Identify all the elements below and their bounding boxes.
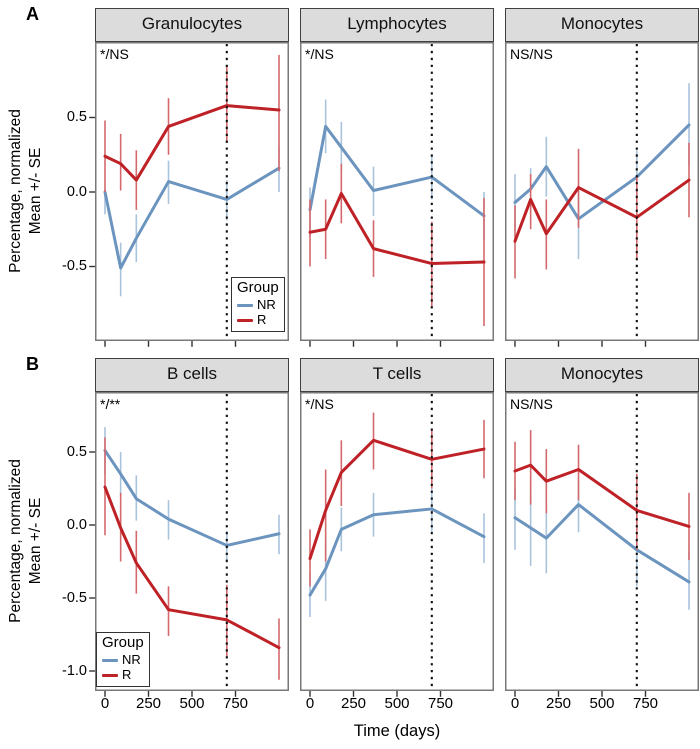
legend-entry-label: R (122, 667, 132, 682)
legend-title: Group (102, 634, 144, 651)
y-tick-label: 0.5 (66, 109, 87, 125)
series-r-t-cells-b (308, 412, 486, 587)
panel-strip-monocytes-b: Monocytes (505, 358, 699, 392)
series-nr-monocytes-b (513, 479, 691, 610)
x-tick-label: 500 (589, 695, 615, 712)
panel-border (300, 42, 494, 341)
x-tick-label: 500 (384, 695, 410, 712)
y-tick-label: 0.0 (66, 183, 87, 200)
panel-strip-t-cells-b: T cells (300, 358, 494, 392)
y-tick-label: -0.5 (62, 589, 87, 606)
x-tick-label: 0 (100, 695, 110, 712)
significance-annotation-monocytes-a: NS/NS (510, 46, 553, 62)
x-tick-label: 0 (305, 695, 315, 712)
panel-border (505, 392, 699, 691)
panel-strip-b-cells-b: B cells (95, 358, 289, 392)
plot-area-t-cells-b (300, 392, 494, 697)
mean-line-r (513, 178, 691, 243)
legend-key-icon (102, 673, 118, 678)
mean-line-r (513, 463, 691, 528)
panel-strip-lymphocytes-a: Lymphocytes (300, 8, 494, 42)
series-nr-lymphocytes-a (308, 99, 486, 240)
x-tick-label: 750 (632, 695, 659, 712)
legend-box-b-cells-b: Group NR R (96, 632, 150, 687)
x-axis-label: Time (days) (353, 722, 441, 740)
legend-entry-r: R (102, 667, 144, 682)
legend-entry-r: R (237, 312, 279, 327)
x-tick-label: 250 (340, 695, 367, 712)
legend-title: Group (237, 279, 279, 296)
plot-area-lymphocytes-a (300, 42, 494, 347)
y-tick-label: 0.5 (66, 443, 87, 460)
panel-border (95, 42, 289, 341)
mean-line-r (308, 438, 486, 561)
panel-border (505, 42, 699, 341)
mean-line-nr (513, 503, 691, 584)
significance-annotation-monocytes-b: NS/NS (510, 396, 553, 412)
significance-annotation-granulocytes-a: */NS (100, 46, 129, 62)
plot-area-b-cells-b (89, 392, 289, 697)
panel-strip-monocytes-a: Monocytes (505, 8, 699, 42)
significance-annotation-t-cells-b: */NS (305, 396, 334, 412)
significance-annotation-lymphocytes-a: */NS (305, 46, 334, 62)
panel-strip-granulocytes-a: Granulocytes (95, 8, 289, 42)
plot-area-granulocytes-a (89, 42, 289, 347)
panel-border (95, 392, 289, 691)
plot-area-monocytes-b (505, 392, 699, 697)
figure-label-b: B (26, 354, 39, 374)
mean-line-nr (103, 166, 281, 270)
x-tick-label: 500 (179, 695, 205, 712)
y-axis-label-line1: Percentage, normalized (7, 459, 24, 623)
legend-key-icon (102, 658, 118, 663)
legend-key-icon (237, 303, 253, 308)
x-tick-label: 0 (510, 695, 520, 712)
legend-entry-label: NR (122, 652, 141, 667)
mean-line-nr (308, 507, 486, 597)
legend-entry-nr: NR (237, 297, 279, 312)
series-r-b-cells-b (103, 437, 281, 680)
significance-annotation-b-cells-b: */** (100, 396, 121, 412)
mean-line-r (103, 485, 281, 650)
series-r-monocytes-b (513, 430, 691, 561)
x-tick-label: 750 (222, 695, 249, 712)
x-tick-label: 250 (545, 695, 572, 712)
series-r-granulocytes-a (103, 54, 281, 210)
x-tick-label: 250 (135, 695, 162, 712)
legend-entry-nr: NR (102, 652, 144, 667)
plot-area-monocytes-a (505, 42, 699, 347)
mean-line-nr (308, 124, 486, 218)
x-tick-label: 750 (427, 695, 454, 712)
figure-label-a: A (26, 4, 39, 24)
series-nr-granulocytes-a (103, 147, 281, 297)
legend-entry-label: R (257, 312, 267, 327)
series-r-lymphocytes-a (308, 163, 486, 327)
mean-line-r (103, 104, 281, 182)
y-tick-label: 0.0 (66, 516, 87, 533)
series-nr-monocytes-a (513, 83, 691, 260)
y-axis-label-line1: Percentage, normalized (7, 109, 24, 273)
legend-box-granulocytes-a: Group NR R (231, 277, 285, 332)
y-axis-label-row-b: Percentage, normalized Mean +/- SE (6, 381, 48, 701)
y-tick-label: -0.5 (62, 258, 87, 274)
series-r-monocytes-a (513, 142, 691, 279)
legend-key-icon (237, 318, 253, 323)
mean-line-r (308, 191, 486, 266)
y-tick-label: -1.0 (62, 662, 87, 679)
y-axis-label-line2: Mean +/- SE (27, 497, 44, 585)
mean-line-nr (103, 449, 281, 547)
series-nr-t-cells-b (308, 487, 486, 617)
series-nr-b-cells-b (103, 427, 281, 563)
panel-border (300, 392, 494, 691)
mean-line-nr (513, 123, 691, 221)
legend-entry-label: NR (257, 297, 276, 312)
